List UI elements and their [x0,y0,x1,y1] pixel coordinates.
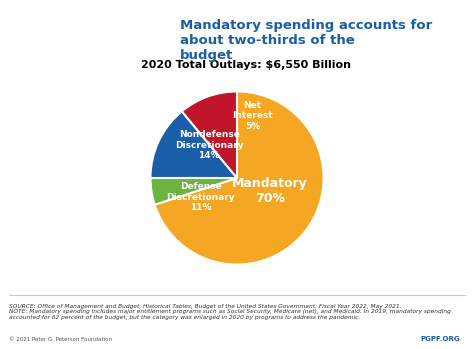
Text: Mandatory spending accounts for about two-thirds of the
budget: Mandatory spending accounts for about tw… [180,19,432,62]
Text: Defense
Discretionary
11%: Defense Discretionary 11% [166,182,235,212]
Text: SOURCE: Office of Management and Budget, Historical Tables, Budget of the United: SOURCE: Office of Management and Budget,… [9,304,451,320]
Wedge shape [182,91,237,178]
Text: PGPF.ORG: PGPF.ORG [420,336,460,342]
Wedge shape [150,111,237,178]
Text: PETER G.
PETERSON
FOUNDATION: PETER G. PETERSON FOUNDATION [19,10,56,27]
Text: © 2021 Peter G. Peterson Foundation: © 2021 Peter G. Peterson Foundation [9,337,112,342]
Text: 2020 Total Outlays: $6,550 Billion: 2020 Total Outlays: $6,550 Billion [141,60,352,69]
Text: Mandatory
70%: Mandatory 70% [232,177,308,205]
Text: Net
Interest
5%: Net Interest 5% [232,101,273,131]
Wedge shape [150,178,237,205]
Text: Nondefense
Discretionary
14%: Nondefense Discretionary 14% [175,130,244,160]
Wedge shape [155,91,324,265]
